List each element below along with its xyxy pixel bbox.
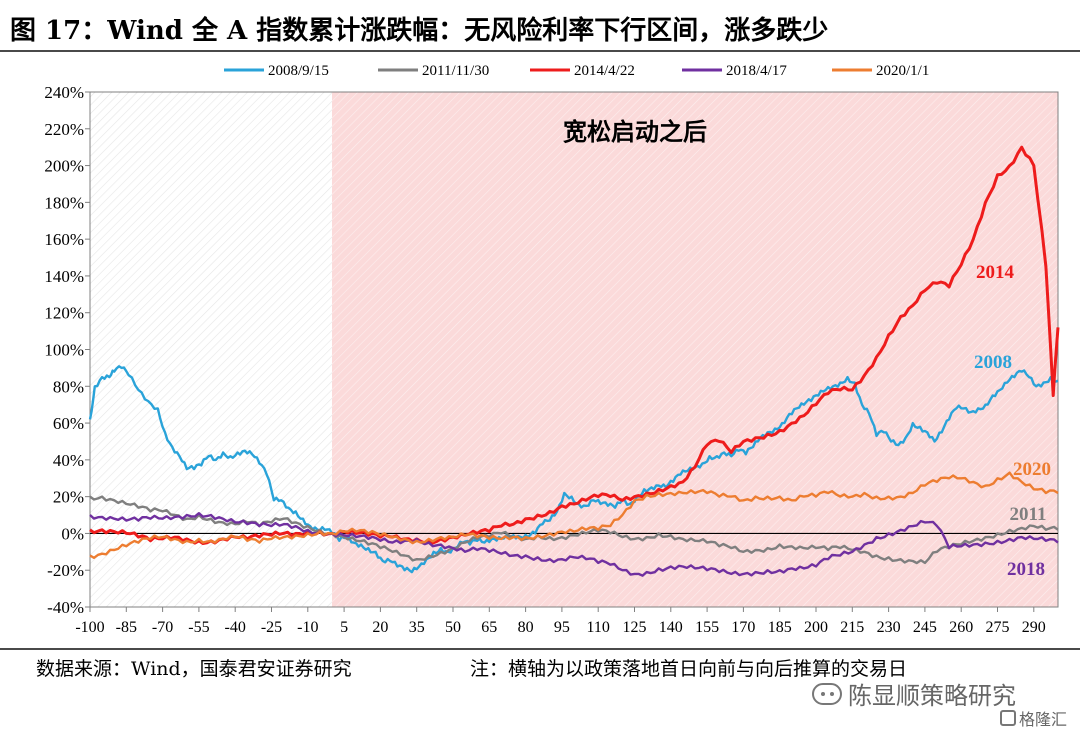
- series-end-label-2008: 2008: [974, 352, 1012, 373]
- pre-policy-area: [90, 92, 332, 607]
- x-tick-label: 80: [518, 619, 534, 636]
- line-chart: 宽松启动之后 -40% -20% 0% 20% 40% 60% 80% 100% 120% 140%…: [44, 63, 1060, 636]
- x-tick-label: 155: [695, 619, 719, 636]
- x-tick-label: 200: [804, 619, 828, 636]
- y-tick-label: -40%: [47, 598, 84, 617]
- x-tick-label: 275: [986, 619, 1010, 636]
- series-end-label-2020: 2020: [1013, 459, 1051, 480]
- legend-label-2008: 2008/9/15: [268, 63, 329, 79]
- wechat-icon: [812, 682, 842, 705]
- x-tick-label: 185: [768, 619, 792, 636]
- y-tick-label: 20%: [53, 488, 84, 507]
- y-tick-label: 0%: [61, 524, 84, 543]
- x-tick-label: 50: [445, 619, 461, 636]
- y-tick-label: 40%: [53, 451, 84, 470]
- y-tick-label: 60%: [53, 414, 84, 433]
- series-line-2020: [89, 471, 1059, 559]
- note-text: 注：横轴为以政策落地首日向前与向后推算的交易日: [470, 658, 908, 680]
- y-tick-label: 160%: [44, 230, 84, 249]
- x-tick-label: 215: [840, 619, 864, 636]
- y-tick-label: 100%: [44, 341, 84, 360]
- x-tick-label: 20: [372, 619, 388, 636]
- page-title: 图 17：Wind 全 A 指数累计涨跌幅：无风险利率下行区间，涨多跌少: [10, 16, 829, 46]
- series-line-2018: [89, 512, 1059, 577]
- x-tick-label: 110: [586, 619, 609, 636]
- x-tick-label: -55: [188, 619, 209, 636]
- y-tick-label: 200%: [44, 157, 84, 176]
- legend-label-2018: 2018/4/17: [726, 63, 787, 79]
- y-tick-label: 140%: [44, 267, 84, 286]
- x-tick-label: 5: [340, 619, 348, 636]
- x-tick-label: 230: [877, 619, 901, 636]
- watermark-text: 陈显顺策略研究: [848, 682, 1016, 710]
- shaded-region-hatch: [332, 92, 1058, 607]
- x-tick-label: -70: [152, 619, 173, 636]
- top-rule: [0, 50, 1080, 52]
- x-tick-label: -40: [225, 619, 246, 636]
- series-line-2014: [89, 145, 1060, 545]
- x-tick-label: -10: [297, 619, 318, 636]
- bottom-rule: [0, 648, 1080, 650]
- x-tick-label: 140: [659, 619, 683, 636]
- x-tick-label: -100: [75, 619, 104, 636]
- series-end-label-2018: 2018: [1007, 559, 1045, 580]
- x-tick-label: -25: [261, 619, 282, 636]
- legend-label-2020: 2020/1/1: [876, 63, 929, 79]
- x-tick-label: -85: [116, 619, 137, 636]
- x-tick-label: 95: [554, 619, 570, 636]
- watermark-sub-text: 格隆汇: [1019, 710, 1068, 729]
- y-tick-label: 120%: [44, 304, 84, 323]
- x-tick-label: 35: [409, 619, 425, 636]
- x-tick-label: 125: [623, 619, 647, 636]
- y-tick-label: -20%: [47, 561, 84, 580]
- source-text: 数据来源：Wind，国泰君安证券研究: [36, 658, 352, 680]
- y-tick-label: 240%: [44, 83, 84, 102]
- shaded-region-label: 宽松启动之后: [563, 118, 707, 146]
- x-tick-label: 170: [731, 619, 755, 636]
- y-tick-label: 220%: [44, 120, 84, 139]
- y-tick-label: 180%: [44, 193, 84, 212]
- x-tick-label: 290: [1022, 619, 1046, 636]
- logo-icon: [1000, 710, 1016, 726]
- watermark: 陈显顺策略研究: [812, 676, 1016, 711]
- watermark-sub: 格隆汇: [1000, 706, 1067, 730]
- series-end-label-2011: 2011: [1010, 504, 1047, 525]
- x-tick-label: 65: [481, 619, 497, 636]
- x-tick-label: 245: [913, 619, 937, 636]
- legend-label-2014: 2014/4/22: [574, 63, 635, 79]
- series-end-label-2014: 2014: [976, 262, 1015, 283]
- x-tick-label: 260: [949, 619, 973, 636]
- y-tick-label: 80%: [53, 377, 84, 396]
- legend-label-2011: 2011/11/30: [422, 63, 489, 79]
